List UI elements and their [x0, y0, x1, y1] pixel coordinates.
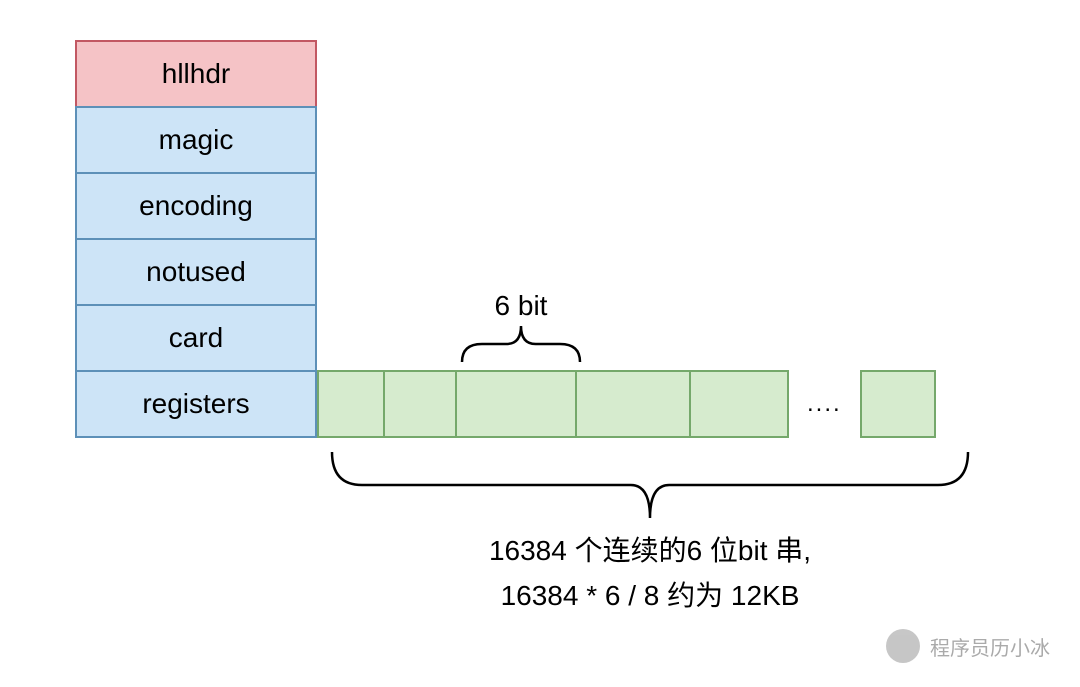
cell-magic: magic	[75, 106, 317, 174]
brace-icon	[330, 450, 970, 520]
bottom-caption: 16384 个连续的6 位bit 串, 16384 * 6 / 8 约为 12K…	[330, 529, 970, 619]
register-cell	[575, 370, 691, 438]
cell-notused: notused	[75, 238, 317, 306]
registers-array: ....	[317, 370, 936, 438]
top-brace: 6 bit	[460, 290, 582, 369]
cell-card: card	[75, 304, 317, 372]
caption-line-2: 16384 * 6 / 8 约为 12KB	[330, 574, 970, 619]
register-cell	[860, 370, 936, 438]
struct-table: hllhdrmagicencodingnotusedcardregisters	[75, 40, 317, 438]
bottom-brace: 16384 个连续的6 位bit 串, 16384 * 6 / 8 约为 12K…	[330, 450, 970, 619]
cell-encoding: encoding	[75, 172, 317, 240]
register-cell	[383, 370, 457, 438]
cell-registers: registers	[75, 370, 317, 438]
top-brace-label: 6 bit	[460, 290, 582, 322]
cell-hllhdr: hllhdr	[75, 40, 317, 108]
register-cell	[317, 370, 385, 438]
ellipsis: ....	[789, 390, 860, 418]
caption-line-1: 16384 个连续的6 位bit 串,	[330, 529, 970, 574]
register-cell	[689, 370, 789, 438]
wechat-icon	[886, 629, 920, 663]
watermark-text: 程序员历小冰	[930, 632, 1050, 661]
register-cell	[455, 370, 577, 438]
brace-icon	[460, 324, 582, 364]
watermark: 程序员历小冰	[886, 629, 1050, 663]
